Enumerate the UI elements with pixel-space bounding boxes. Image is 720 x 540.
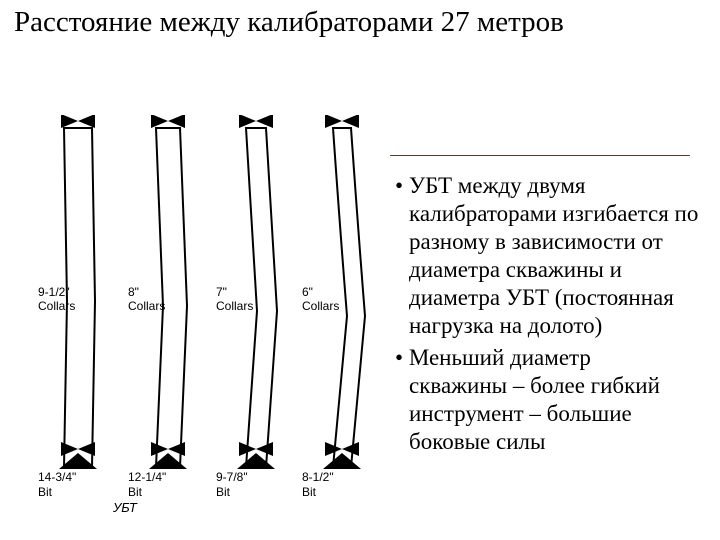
page-title: Расстояние между калибраторами 27 метров: [14, 6, 706, 39]
bit-size: 9-7/8": [216, 470, 248, 484]
collar-word: Collars: [38, 299, 75, 313]
bit-word: Bit: [216, 485, 230, 499]
collar-size: 6": [302, 285, 313, 299]
bit-word: Bit: [128, 485, 142, 499]
bit-size-label: 8-1/2"Bit: [302, 470, 334, 499]
bit-size-label: 9-7/8"Bit: [216, 470, 248, 499]
collar-column: 6"Collars8-1/2"Bit: [302, 115, 392, 495]
ubt-tag-label: УБТ: [113, 500, 137, 515]
collar-column: 9-1/2"Collars14-3/4"Bit: [38, 115, 128, 495]
collar-size-label: 6"Collars: [302, 285, 362, 314]
collar-size: 8": [128, 285, 139, 299]
bit-word: Bit: [302, 485, 316, 499]
bit-size: 12-1/4": [128, 470, 166, 484]
collar-diagram: 9-1/2"Collars14-3/4"Bit8"Collars12-1/4"B…: [10, 115, 380, 495]
bullet-text-first: УБТ между двумя: [409, 173, 586, 198]
bullet-text-rest: скважины – более гибкий инструмент – бол…: [409, 372, 705, 456]
decorative-divider: [390, 155, 690, 156]
bullet-text-rest: калибраторами изгибается по разному в за…: [409, 200, 705, 340]
collar-size-label: 9-1/2"Collars: [38, 285, 98, 314]
bullet-marker: •: [395, 345, 409, 370]
bit-size: 14-3/4": [38, 470, 76, 484]
collar-size: 9-1/2": [38, 285, 70, 299]
bullet-text-first: Меньший диаметр: [409, 345, 591, 370]
collar-word: Collars: [128, 299, 165, 313]
collar-size-label: 8"Collars: [128, 285, 188, 314]
bit-size: 8-1/2": [302, 470, 334, 484]
collar-size: 7": [216, 285, 227, 299]
bit-size-label: 12-1/4"Bit: [128, 470, 166, 499]
bit-word: Bit: [38, 485, 52, 499]
collar-column: 7"Collars9-7/8"Bit: [216, 115, 306, 495]
collar-size-label: 7"Collars: [216, 285, 276, 314]
bullet-marker: •: [395, 173, 409, 198]
bullet-list: • УБТ между двумякалибраторами изгибаетс…: [395, 172, 705, 460]
bullet-item: • УБТ между двумякалибраторами изгибаетс…: [395, 172, 705, 340]
bullet-item: • Меньший диаметрскважины – более гибкий…: [395, 344, 705, 456]
collar-word: Collars: [302, 299, 339, 313]
bit-size-label: 14-3/4"Bit: [38, 470, 76, 499]
collar-word: Collars: [216, 299, 253, 313]
collar-column: 8"Collars12-1/4"Bit: [128, 115, 218, 495]
